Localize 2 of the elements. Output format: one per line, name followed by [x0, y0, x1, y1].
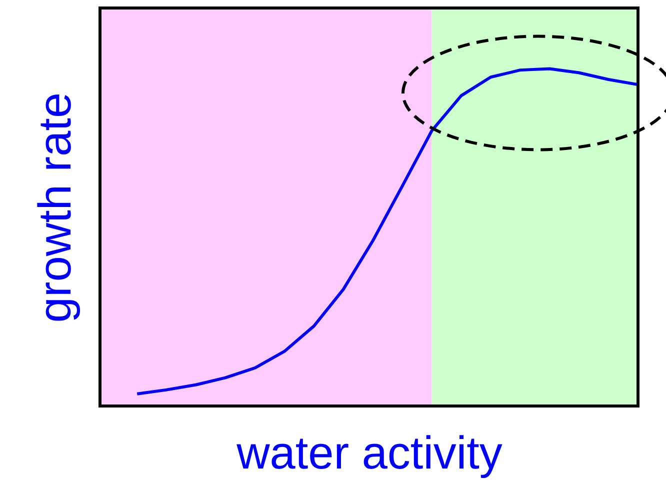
y-axis-title: growth rate [28, 92, 80, 323]
x-axis-title: water activity [236, 426, 502, 478]
